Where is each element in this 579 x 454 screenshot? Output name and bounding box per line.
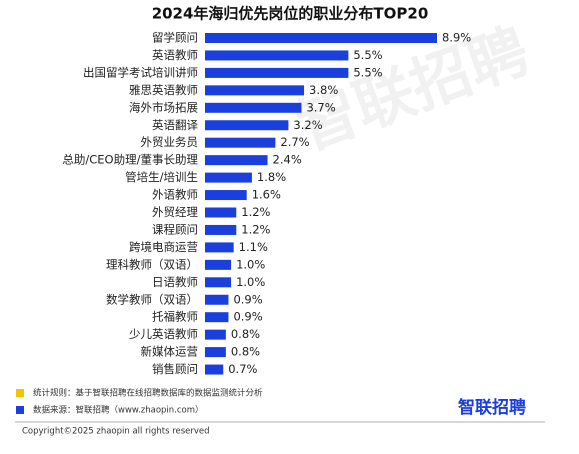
- value-label: 1.0%: [236, 257, 265, 271]
- category-label: 数学教师（双语）: [106, 292, 198, 306]
- value-label: 0.8%: [231, 327, 260, 341]
- note: 数据来源：智联招聘（www.zhaopin.com）: [33, 405, 204, 416]
- category-label: 英语教师: [152, 48, 198, 62]
- bar: [205, 242, 234, 253]
- logo: 智联招聘: [458, 397, 526, 418]
- bar: [205, 50, 349, 61]
- category-label: 销售顾问: [152, 362, 198, 376]
- category-label: 外语教师: [152, 188, 198, 202]
- bar: [205, 224, 237, 235]
- value-label: 1.2%: [241, 205, 270, 219]
- bar: [205, 172, 252, 183]
- note: 统计规则：基于智联招聘在线招聘数据库的数据监测统计分析: [33, 388, 263, 399]
- bar: [205, 277, 232, 288]
- bar: [205, 364, 224, 375]
- value-label: 5.5%: [353, 65, 382, 79]
- bar: [205, 347, 226, 358]
- bar: [205, 120, 289, 131]
- value-label: 3.8%: [309, 83, 338, 97]
- category-label: 雅思英语教师: [129, 83, 198, 97]
- category-label: 日语教师: [152, 275, 198, 289]
- value-label: 0.7%: [228, 362, 257, 376]
- bar: [205, 85, 305, 96]
- bar: [205, 294, 229, 305]
- note-marker: [16, 389, 24, 397]
- bar: [205, 329, 226, 340]
- value-label: 1.0%: [236, 275, 265, 289]
- value-label: 0.8%: [231, 345, 260, 359]
- value-label: 5.5%: [353, 48, 382, 62]
- value-label: 1.2%: [241, 222, 270, 236]
- category-label: 理科教师（双语）: [106, 257, 198, 271]
- value-label: 3.2%: [293, 118, 322, 132]
- category-label: 少儿英语教师: [129, 327, 198, 341]
- value-label: 1.8%: [257, 170, 286, 184]
- value-label: 0.9%: [233, 310, 262, 324]
- value-label: 2.7%: [280, 135, 309, 149]
- category-label: 课程顾问: [152, 222, 198, 236]
- bar: [205, 137, 276, 148]
- category-label: 出国留学考试培训讲师: [83, 65, 198, 79]
- copyright: Copyright©2025 zhaopin all rights reserv…: [22, 427, 210, 437]
- bar: [205, 207, 237, 218]
- bar: [205, 190, 247, 201]
- value-label: 8.9%: [442, 31, 471, 45]
- bar: [205, 33, 437, 43]
- category-label: 新媒体运营: [141, 345, 199, 359]
- value-label: 0.9%: [233, 292, 262, 306]
- category-label: 英语翻译: [152, 118, 198, 132]
- bar: [205, 155, 268, 166]
- category-label: 管培生/培训生: [125, 170, 198, 184]
- bar: [205, 312, 229, 323]
- value-label: 3.7%: [306, 100, 335, 114]
- category-label: 外贸业务员: [141, 135, 199, 149]
- category-label: 海外市场拓展: [129, 100, 198, 114]
- category-label: 外贸经理: [152, 205, 198, 219]
- category-label: 留学顾问: [152, 31, 198, 45]
- bar: [205, 67, 349, 78]
- value-label: 2.4%: [273, 153, 302, 167]
- chart-title: 2024年海归优先岗位的职业分布TOP20: [152, 5, 429, 23]
- note-marker: [16, 406, 24, 414]
- value-label: 1.6%: [252, 188, 281, 202]
- category-label: 托福教师: [152, 310, 198, 324]
- bar: [205, 259, 232, 270]
- category-label: 跨境电商运营: [129, 240, 198, 254]
- category-label: 总助/CEO助理/董事长助理: [62, 153, 198, 167]
- value-label: 1.1%: [239, 240, 268, 254]
- bar: [205, 102, 302, 113]
